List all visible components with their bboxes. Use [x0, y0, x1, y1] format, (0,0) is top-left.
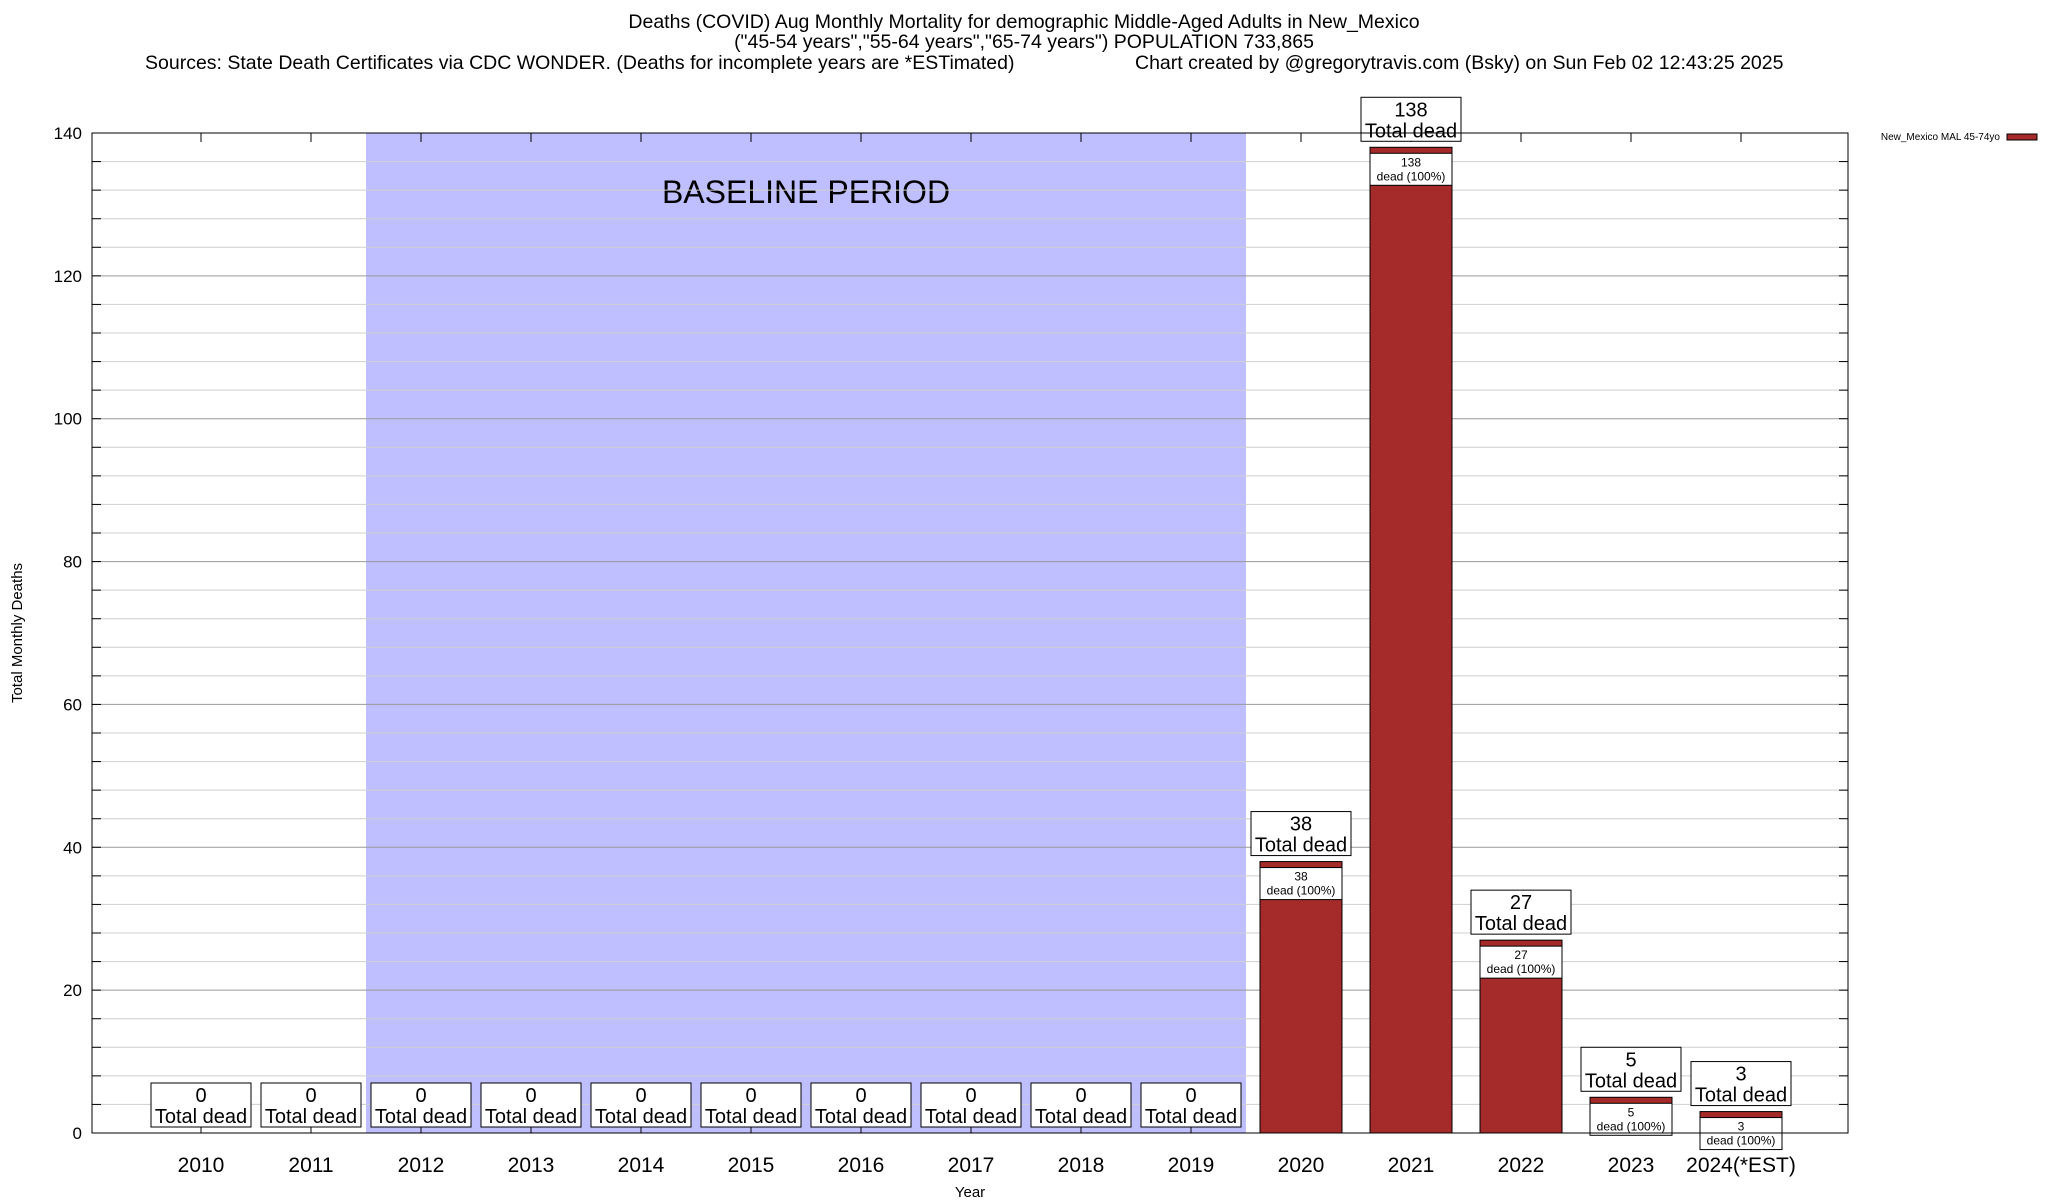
- y-tick-label: 80: [63, 553, 82, 572]
- total-label-text: Total dead: [375, 1106, 467, 1128]
- bar: [1369, 146, 1453, 1134]
- total-label-text: Total dead: [1035, 1106, 1127, 1128]
- x-tick-label: 2021: [1388, 1154, 1435, 1177]
- segment-label-text: dead (100%): [1487, 962, 1556, 976]
- chart-title-line-1: Deaths (COVID) Aug Monthly Mortality for…: [628, 11, 1420, 33]
- segment-label-value: 5: [1628, 1105, 1635, 1119]
- segment-label-box: [1369, 152, 1453, 186]
- total-label-box: [150, 1082, 252, 1128]
- x-tick-label: 2023: [1608, 1154, 1655, 1177]
- segment-label-box: [1259, 867, 1343, 901]
- total-label-value: 0: [195, 1085, 206, 1107]
- x-axis-label: Year: [955, 1184, 985, 1200]
- y-tick-label: 20: [63, 981, 82, 1000]
- segment-label-box: [1699, 1117, 1783, 1151]
- total-label-text: Total dead: [1585, 1070, 1677, 1092]
- total-label-value: 0: [965, 1085, 976, 1107]
- total-label-value: 0: [635, 1085, 646, 1107]
- y-tick-label: 40: [63, 838, 82, 857]
- total-label-text: Total dead: [595, 1106, 687, 1128]
- baseline-region: [366, 133, 1246, 1133]
- y-tick-label: 120: [54, 267, 82, 286]
- total-label-text: Total dead: [815, 1106, 907, 1128]
- total-label-text: Total dead: [1695, 1085, 1787, 1107]
- total-label-text: Total dead: [1475, 913, 1567, 935]
- total-label-text: Total dead: [265, 1106, 357, 1128]
- total-label-box: [1030, 1082, 1132, 1128]
- total-label-box: [1250, 811, 1352, 857]
- total-label-value: 3: [1735, 1064, 1746, 1086]
- chart-subtitle: Sources: State Death Certificates via CD…: [0, 52, 2048, 74]
- x-tick-label: 2013: [508, 1154, 555, 1177]
- x-tick-label: 2016: [838, 1154, 885, 1177]
- total-label-value: 5: [1625, 1049, 1636, 1071]
- total-label-box: [810, 1082, 912, 1128]
- total-label-text: Total dead: [705, 1106, 797, 1128]
- total-label-value: 0: [525, 1085, 536, 1107]
- total-label-box: [370, 1082, 472, 1128]
- segment-label-box: [1479, 945, 1563, 979]
- total-label-box: [1470, 889, 1572, 935]
- y-tick-label: 100: [54, 410, 82, 429]
- total-label-value: 27: [1510, 892, 1532, 914]
- total-label-box: [1690, 1061, 1792, 1107]
- baseline-label: BASELINE PERIOD: [662, 174, 950, 210]
- total-label-value: 0: [415, 1085, 426, 1107]
- total-label-box: [590, 1082, 692, 1128]
- sources-text: Sources: State Death Certificates via CD…: [145, 52, 1015, 74]
- x-tick-label: 2014: [618, 1154, 665, 1177]
- segment-label-text: dead (100%): [1377, 169, 1446, 183]
- x-tick-label: 2019: [1168, 1154, 1215, 1177]
- x-tick-label: 2012: [398, 1154, 445, 1177]
- total-label-box: [480, 1082, 582, 1128]
- total-label-value: 0: [855, 1085, 866, 1107]
- segment-label-box: [1589, 1102, 1673, 1136]
- total-label-text: Total dead: [925, 1106, 1017, 1128]
- total-label-box: [1140, 1082, 1242, 1128]
- total-label-box: [1360, 96, 1462, 142]
- segment-label-text: dead (100%): [1707, 1134, 1776, 1148]
- total-label-text: Total dead: [1145, 1106, 1237, 1128]
- chart-title-line-2: ("45-54 years","55-64 years","65-74 year…: [734, 31, 1314, 53]
- total-label-value: 0: [305, 1085, 316, 1107]
- y-tick-label: 60: [63, 695, 82, 714]
- y-tick-label: 0: [73, 1124, 82, 1143]
- x-tick-label: 2011: [288, 1154, 333, 1177]
- segment-label-value: 38: [1294, 870, 1308, 884]
- bar: [1259, 861, 1343, 1134]
- y-tick-label: 140: [54, 124, 82, 143]
- y-axis-label: Total Monthly Deaths: [9, 563, 26, 703]
- segment-label-text: dead (100%): [1597, 1119, 1666, 1133]
- total-label-text: Total dead: [155, 1106, 247, 1128]
- total-label-value: 0: [1075, 1085, 1086, 1107]
- segment-label-value: 138: [1401, 155, 1421, 169]
- plot-frame: [91, 132, 1849, 1134]
- total-label-value: 38: [1290, 814, 1312, 836]
- total-label-value: 0: [1185, 1085, 1196, 1107]
- x-tick-label: 2010: [178, 1154, 225, 1177]
- total-label-text: Total dead: [1365, 120, 1457, 142]
- x-tick-label: 2022: [1498, 1154, 1545, 1177]
- total-label-value: 138: [1394, 99, 1427, 121]
- total-label-box: [700, 1082, 802, 1128]
- total-label-box: [260, 1082, 362, 1128]
- total-label-value: 0: [745, 1085, 756, 1107]
- x-tick-label: 2024(*EST): [1686, 1154, 1796, 1177]
- segment-label-text: dead (100%): [1267, 884, 1336, 898]
- total-label-box: [920, 1082, 1022, 1128]
- x-tick-label: 2017: [948, 1154, 995, 1177]
- legend-swatch: [2006, 133, 2038, 141]
- segment-label-value: 3: [1738, 1120, 1745, 1134]
- total-label-text: Total dead: [485, 1106, 577, 1128]
- total-label-text: Total dead: [1255, 835, 1347, 857]
- x-tick-label: 2020: [1278, 1154, 1325, 1177]
- credit-text: Chart created by @gregorytravis.com (Bsk…: [1135, 52, 1784, 74]
- legend-label: New_Mexico MAL 45-74yo: [1881, 132, 2001, 143]
- x-tick-label: 2015: [728, 1154, 775, 1177]
- segment-label-value: 27: [1514, 948, 1528, 962]
- total-label-box: [1580, 1046, 1682, 1092]
- x-tick-label: 2018: [1058, 1154, 1105, 1177]
- chart-title: Deaths (COVID) Aug Monthly Mortality for…: [0, 12, 2048, 52]
